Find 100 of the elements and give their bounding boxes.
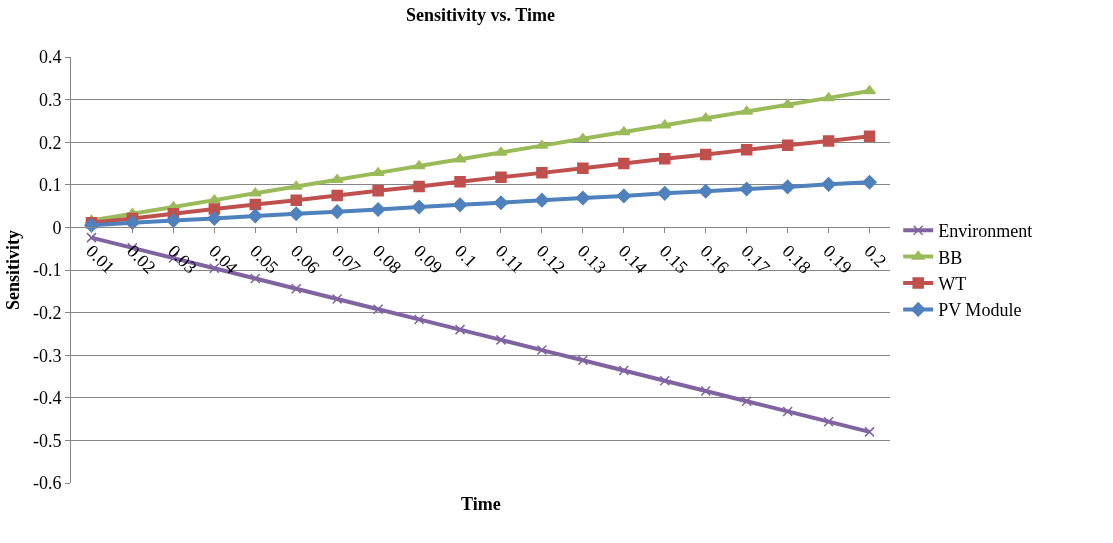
point (412, 160, 426, 170)
point (823, 416, 834, 427)
point (740, 144, 753, 156)
point (863, 130, 876, 142)
point (330, 173, 344, 183)
point (699, 112, 713, 122)
legend-label: WT (938, 274, 967, 295)
y-tick-label: 0.3 (38, 89, 62, 110)
point (616, 188, 632, 204)
point (577, 355, 589, 366)
x-tick-label: 0.1 (450, 241, 481, 272)
x-tick-label: 0.12 (532, 241, 570, 278)
point (618, 365, 630, 376)
point (577, 162, 589, 174)
point (371, 167, 385, 177)
y-tick-label: 0.4 (38, 47, 62, 68)
x-tick-label: 0.19 (819, 241, 856, 278)
point (534, 192, 550, 208)
y-tick-label: -0.5 (32, 430, 62, 451)
point (289, 180, 303, 190)
point (494, 146, 508, 156)
point (739, 181, 754, 197)
point (780, 179, 795, 195)
point (576, 133, 590, 143)
y-tick-label: -0.1 (32, 260, 62, 281)
point (536, 167, 548, 179)
point (575, 190, 591, 206)
x-tick-label: 0.2 (860, 241, 891, 272)
point (493, 195, 509, 210)
point (822, 92, 836, 102)
point (250, 273, 261, 284)
point (862, 174, 877, 190)
chart-title: Sensitivity vs. Time (406, 4, 555, 25)
point (290, 194, 302, 206)
point (821, 177, 836, 192)
point (781, 139, 794, 151)
point (413, 314, 425, 325)
point (372, 303, 384, 315)
x-tick-label: 0.13 (573, 241, 611, 278)
point (698, 183, 713, 199)
x-tick-label: 0.17 (737, 241, 774, 278)
legend-label: Environment (938, 221, 1033, 242)
x-tick-label: 0.18 (778, 241, 815, 278)
y-tick-label: 0.2 (38, 132, 62, 153)
point (207, 211, 222, 226)
point (536, 344, 548, 356)
point (249, 198, 262, 211)
point (331, 189, 343, 202)
x-tick-label: 0.07 (327, 241, 365, 278)
y-tick-label: -0.4 (32, 388, 62, 409)
point (700, 385, 711, 397)
point (370, 202, 386, 217)
point (535, 139, 549, 149)
y-tick-label: 0.1 (38, 175, 62, 196)
x-tick-label: 0.16 (696, 241, 733, 278)
point (740, 105, 754, 115)
point (166, 213, 181, 228)
y-tick-label: 0 (52, 217, 62, 238)
point (659, 153, 671, 165)
point (411, 199, 427, 215)
point (86, 232, 97, 243)
point (329, 204, 345, 219)
x-tick-label: 0.09 (409, 241, 447, 278)
point (454, 324, 466, 335)
point (495, 334, 507, 346)
point (782, 406, 793, 417)
x-tick-label: 0.08 (368, 241, 406, 278)
point (658, 119, 672, 129)
x-tick-label: 0.14 (614, 241, 652, 278)
point (413, 180, 425, 193)
point (618, 157, 630, 170)
point (372, 185, 384, 197)
x-tick-label: 0.11 (491, 241, 528, 277)
x-tick-label: 0.05 (246, 241, 283, 278)
x-tick-label: 0.15 (655, 241, 692, 278)
point (781, 98, 795, 108)
point (452, 197, 468, 213)
point (863, 85, 877, 95)
legend-label: PV Module (938, 300, 1022, 321)
point (454, 176, 466, 188)
point (453, 153, 467, 163)
point (657, 186, 673, 201)
point (248, 187, 262, 197)
point (617, 126, 631, 136)
point (822, 135, 835, 147)
y-axis-title: Sensitivity (3, 229, 24, 311)
x-axis-title: Time (461, 494, 501, 514)
x-tick-label: 0.06 (287, 241, 324, 278)
legend-label: BB (938, 247, 963, 268)
point (290, 283, 302, 294)
y-tick-label: -0.2 (32, 302, 62, 323)
point (864, 426, 875, 438)
x-tick-label: 0.04 (205, 241, 242, 278)
point (288, 206, 304, 222)
x-tick-label: 0.03 (164, 241, 201, 278)
point (207, 194, 221, 204)
point (699, 148, 712, 161)
y-tick-label: -0.3 (32, 345, 62, 366)
point (659, 375, 671, 387)
point (331, 293, 343, 305)
